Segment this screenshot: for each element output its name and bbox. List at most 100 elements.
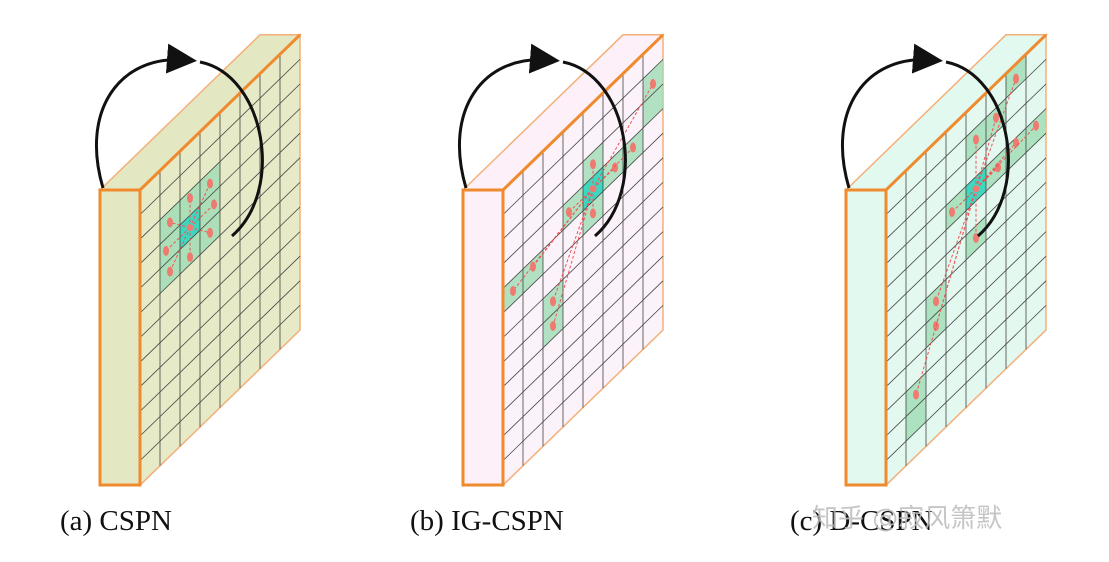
center-dot (972, 185, 980, 193)
front-slab (98, 188, 142, 487)
link (975, 125, 1037, 190)
grid-line (502, 132, 664, 289)
front-slab (461, 188, 505, 487)
grid-line (139, 206, 301, 363)
neighbor-dot (913, 389, 919, 400)
grid-line (139, 182, 301, 338)
link (169, 221, 191, 229)
grid-line (502, 108, 664, 265)
neighbor-dot (630, 142, 636, 153)
caption: (a) CSPN (60, 505, 172, 537)
neighbor-dot (973, 134, 979, 145)
neighbor-dot (973, 233, 979, 243)
caption: (b) IG-CSPN (410, 505, 564, 537)
grid-line (502, 83, 664, 240)
panel (94, 33, 302, 487)
link (189, 227, 211, 234)
link (975, 117, 997, 189)
grid-line (885, 182, 1047, 338)
grid-line (885, 206, 1047, 363)
grid-line (885, 231, 1047, 388)
link (552, 188, 594, 327)
neighbor-dot (1013, 73, 1019, 84)
link (169, 227, 191, 272)
link (951, 188, 977, 213)
neighbor-dot (550, 321, 556, 331)
grid-line (502, 280, 664, 437)
grid-line (502, 206, 664, 363)
grid-line (885, 59, 1047, 215)
neighbor-dot (1013, 137, 1019, 148)
grid-line (139, 59, 301, 215)
grid-line (885, 83, 1047, 240)
neighbor-dot (207, 227, 213, 238)
rotation-arrow (945, 60, 1010, 238)
grid-line (502, 157, 664, 314)
center-dot (186, 224, 194, 232)
link (975, 78, 1017, 189)
grid-line (502, 59, 664, 215)
link (915, 188, 977, 395)
grid-line (139, 108, 301, 265)
neighbor-dot (1033, 120, 1039, 131)
rotation-arrow (840, 43, 943, 189)
slab-edge (501, 33, 665, 192)
neighbor-dot (167, 266, 173, 277)
grid-line (139, 305, 301, 461)
neighbor-dot (650, 78, 656, 89)
link (189, 183, 211, 228)
rotation-arrow (457, 43, 560, 189)
panels (94, 33, 1048, 487)
link (568, 188, 594, 213)
front-slab (844, 188, 888, 487)
link (189, 203, 215, 228)
grid-line (139, 231, 301, 388)
grid-line (139, 280, 301, 437)
neighbor-dot (590, 159, 596, 170)
watermark: 知乎 @寂风箫默 (812, 504, 1002, 534)
highlight-cell (643, 84, 663, 128)
neighbor-dot (530, 261, 536, 272)
caption: (c) D-CSPN (790, 505, 933, 537)
grid-line (885, 157, 1047, 314)
grid-line (885, 255, 1047, 412)
neighbor-dot (550, 296, 556, 307)
grid-line (885, 108, 1047, 265)
neighbor-dot (187, 193, 193, 204)
neighbor-dot (207, 178, 213, 189)
neighbor-dot (510, 286, 516, 296)
link (165, 227, 191, 252)
grid-line (502, 182, 664, 338)
grid-line (885, 280, 1047, 437)
neighbor-dot (949, 207, 955, 218)
slab-edge (138, 33, 302, 192)
grid-line (885, 305, 1047, 461)
neighbor-dot (167, 217, 173, 228)
grid-line (139, 132, 301, 289)
grid-line (139, 83, 301, 240)
neighbor-dot (590, 208, 596, 219)
neighbor-dot (211, 199, 217, 210)
neighbor-dot (163, 245, 169, 256)
grid-line (502, 255, 664, 412)
neighbor-dot (612, 162, 618, 173)
grid-line (502, 231, 664, 388)
slab-edge (884, 33, 1048, 192)
neighbor-dot (187, 252, 193, 263)
highlight-cell (906, 397, 926, 442)
center-dot (589, 185, 597, 193)
rotation-arrow (199, 60, 264, 238)
rotation-arrow (562, 60, 627, 238)
neighbor-dot (993, 112, 999, 123)
grid-line (885, 132, 1047, 289)
grid-line (139, 255, 301, 412)
grid-line (502, 305, 664, 461)
panel (840, 33, 1048, 487)
neighbor-dot (995, 162, 1001, 173)
link (532, 188, 594, 267)
highlight-cell (1006, 128, 1026, 172)
rotation-arrow (94, 43, 197, 189)
neighbor-dot (933, 296, 939, 307)
grid-line (139, 157, 301, 314)
